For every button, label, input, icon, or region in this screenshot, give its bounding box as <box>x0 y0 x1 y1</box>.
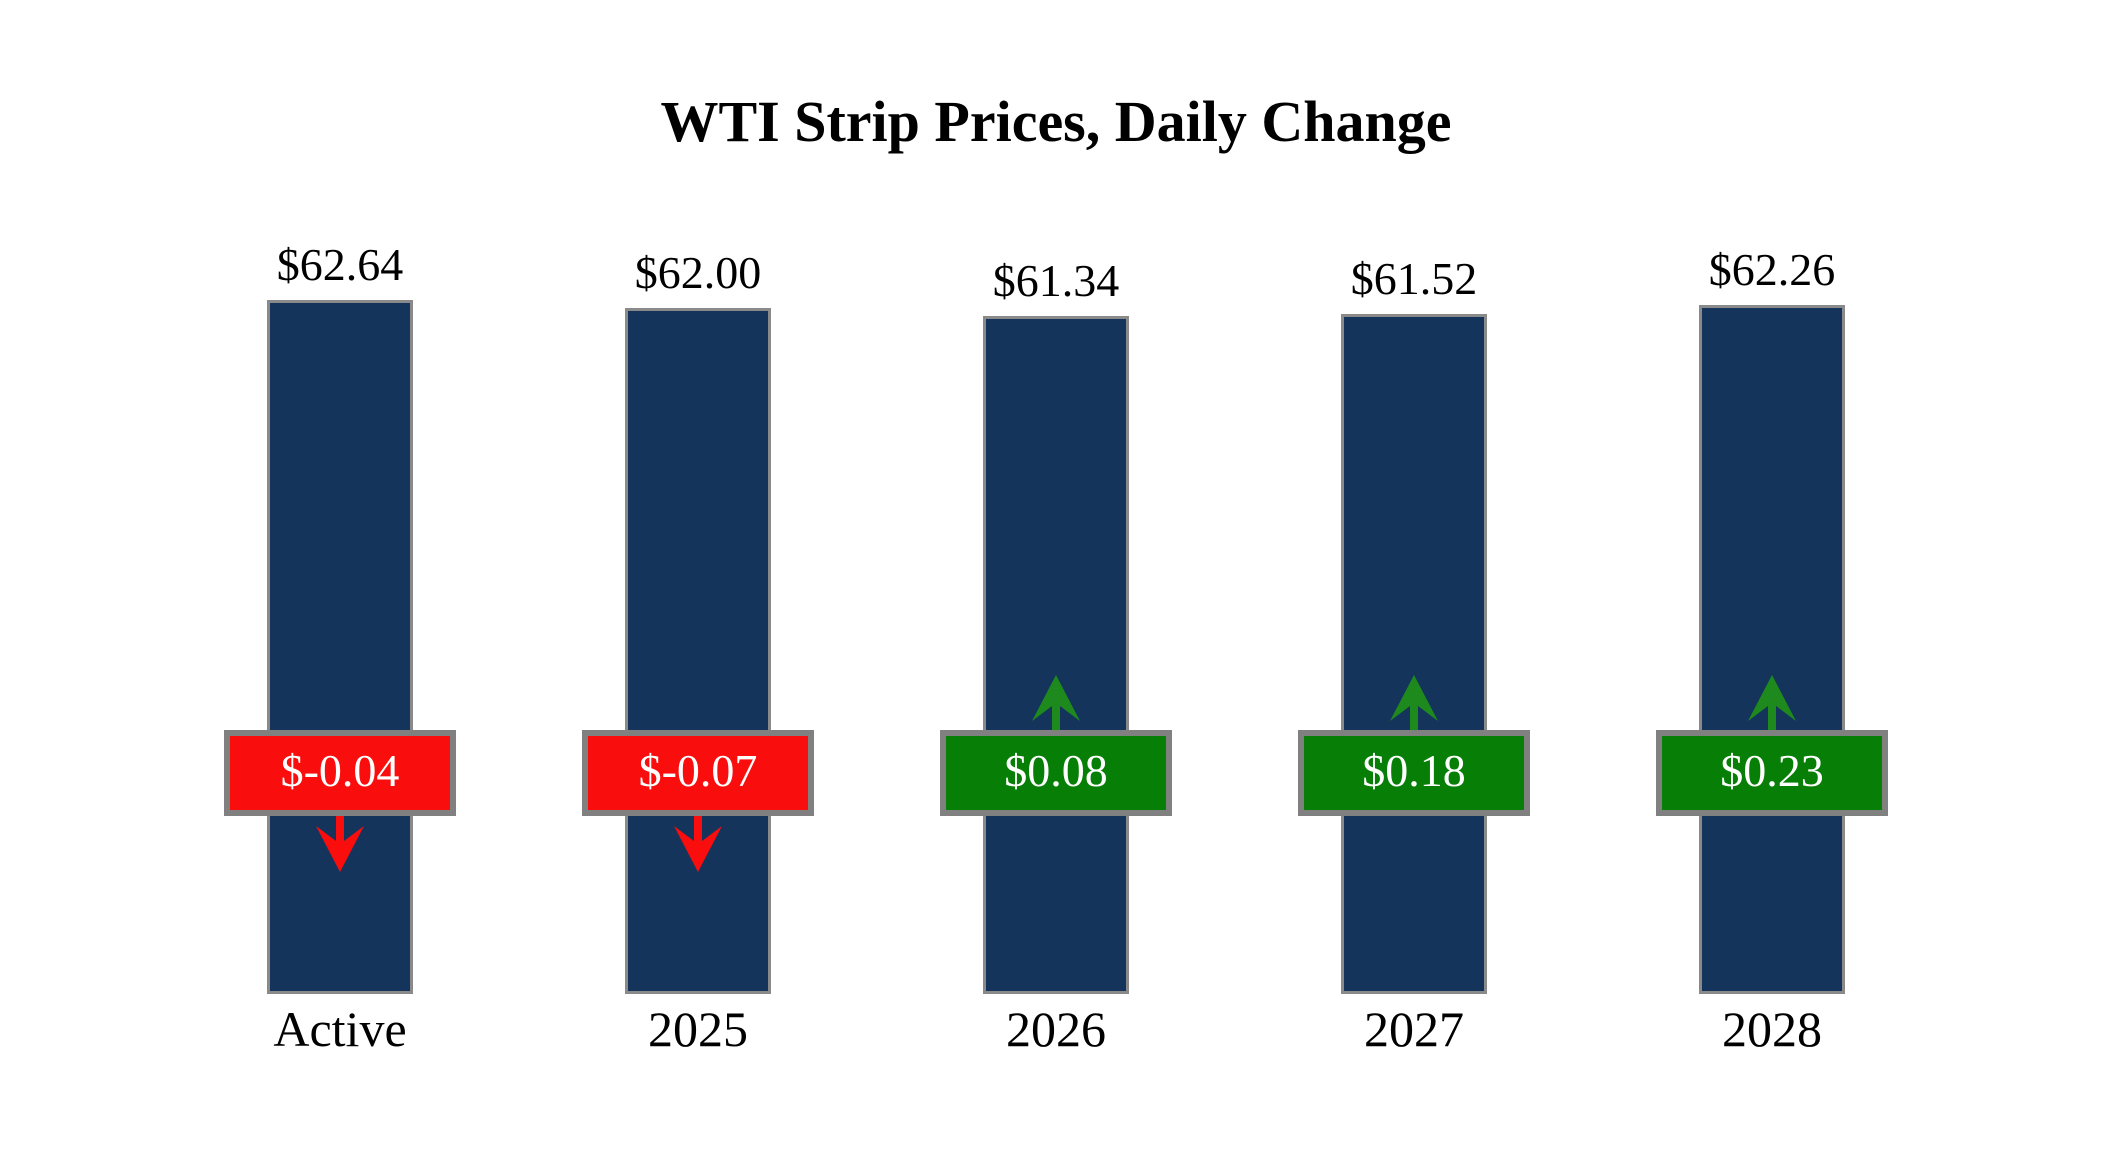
price-label: $62.26 <box>1708 244 1836 295</box>
down-arrow-icon <box>314 814 366 872</box>
category-label: 2027 <box>1364 1001 1464 1057</box>
up-arrow-icon <box>1388 675 1440 733</box>
price-label: $62.00 <box>634 247 762 298</box>
strip-bar <box>1699 305 1845 994</box>
category-label: 2028 <box>1722 1001 1822 1057</box>
daily-change-badge: $0.08 <box>940 730 1172 816</box>
strip-bar <box>625 308 771 994</box>
strip-bar <box>1341 314 1487 994</box>
price-label: $61.52 <box>1350 253 1478 304</box>
daily-change-badge: $-0.07 <box>582 730 814 816</box>
daily-change-value: $0.23 <box>1720 745 1824 796</box>
daily-change-value: $0.08 <box>1004 745 1108 796</box>
category-label: 2026 <box>1006 1001 1106 1057</box>
price-label: $62.64 <box>276 239 404 290</box>
daily-change-value: $-0.04 <box>280 745 400 796</box>
daily-change-badge: $0.18 <box>1298 730 1530 816</box>
daily-change-badge: $-0.04 <box>224 730 456 816</box>
chart-title: WTI Strip Prices, Daily Change <box>660 89 1452 154</box>
daily-change-value: $0.18 <box>1362 745 1466 796</box>
up-arrow-icon <box>1030 675 1082 733</box>
strip-bar <box>267 300 413 994</box>
strip-bar <box>983 316 1129 994</box>
up-arrow-icon <box>1746 675 1798 733</box>
daily-change-value: $-0.07 <box>638 745 758 796</box>
daily-change-badge: $0.23 <box>1656 730 1888 816</box>
category-label: Active <box>273 1001 407 1057</box>
category-label: 2025 <box>648 1001 748 1057</box>
price-label: $61.34 <box>992 255 1120 306</box>
down-arrow-icon <box>672 814 724 872</box>
